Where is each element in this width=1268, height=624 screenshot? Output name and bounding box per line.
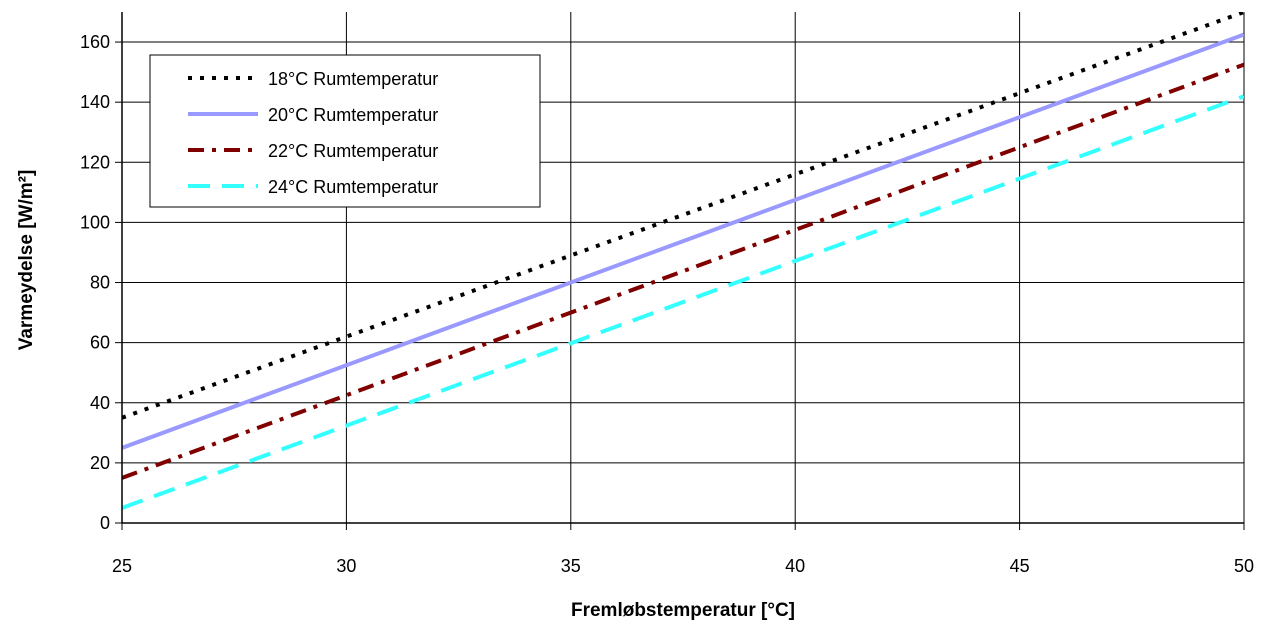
y-tick-label: 20 bbox=[90, 453, 110, 473]
y-tick-label: 120 bbox=[80, 152, 110, 172]
y-tick-label: 0 bbox=[100, 513, 110, 533]
x-tick-label: 50 bbox=[1234, 556, 1254, 576]
legend-box bbox=[149, 54, 541, 208]
series-line-3 bbox=[122, 62, 1244, 480]
x-axis-label: Fremløbstemperatur [°C] bbox=[571, 600, 795, 621]
x-tick-label: 35 bbox=[561, 556, 581, 576]
series-line-4 bbox=[122, 94, 1244, 510]
y-axis-label: Varmeydelse [W/m²] bbox=[16, 170, 37, 351]
y-tick-label: 140 bbox=[80, 92, 110, 112]
series-line-2 bbox=[122, 32, 1244, 450]
tick-labels: 0 20 40 60 80 100 120 140 160 25 30 35 40 45 50 bbox=[80, 32, 1254, 576]
legend-label: 24°C Rumtemperatur bbox=[268, 177, 438, 197]
y-tick-label: 100 bbox=[80, 212, 110, 232]
y-tick-label: 60 bbox=[90, 333, 110, 353]
legend: 18°C Rumtemperatur 20°C Rumtemperatur 22°C… bbox=[149, 54, 541, 208]
x-tick-label: 45 bbox=[1010, 556, 1030, 576]
y-tick-label: 80 bbox=[90, 273, 110, 293]
legend-label: 18°C Rumtemperatur bbox=[268, 69, 438, 89]
legend-label: 20°C Rumtemperatur bbox=[268, 105, 438, 125]
x-tick-label: 30 bbox=[336, 556, 356, 576]
x-tick-label: 40 bbox=[785, 556, 805, 576]
axes bbox=[115, 12, 1245, 530]
legend-label: 22°C Rumtemperatur bbox=[268, 141, 438, 161]
y-tick-label: 40 bbox=[90, 393, 110, 413]
series-lines bbox=[122, 12, 1244, 510]
y-tick-label: 160 bbox=[80, 32, 110, 52]
x-tick-label: 25 bbox=[112, 556, 132, 576]
